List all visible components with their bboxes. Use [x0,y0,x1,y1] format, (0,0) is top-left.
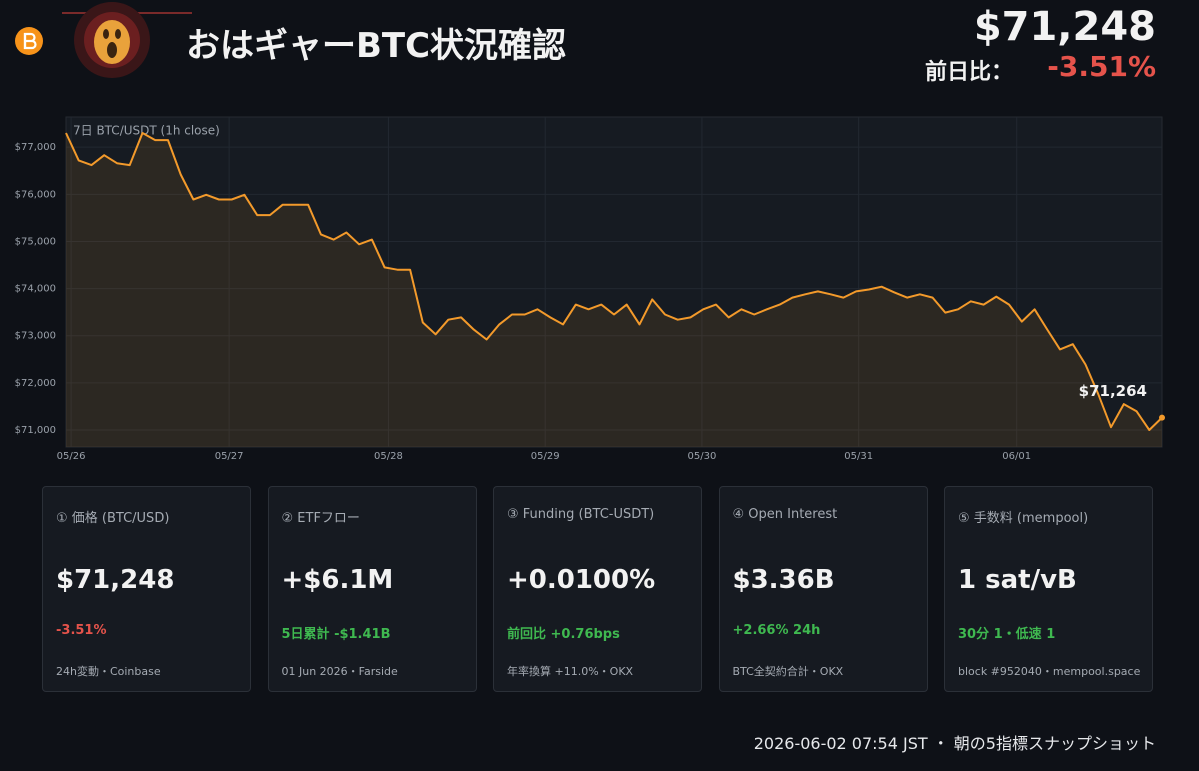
x-tick-label: 05/27 [215,451,244,462]
x-tick-label: 05/30 [688,451,717,462]
area [66,133,1162,447]
card-footer: BTC全契約合計・OKX [732,665,844,678]
bitcoin-icon [15,27,43,55]
card-value: $71,248 [56,565,175,595]
change: -3.51% [1047,50,1156,83]
card-value: 1 sat/vB [958,565,1077,595]
chart-title: 7日 BTC/USDT (1h close) [73,124,220,138]
y-tick-label: $76,000 [15,189,56,200]
card-value: $3.36B [732,565,835,595]
card-value: +$6.1M [281,565,394,595]
y-tick-label: $71,000 [15,425,56,436]
x-tick-label: 06/01 [1002,451,1031,462]
card-label: ⑤ 手数料 (mempool) [958,511,1089,526]
card-sub: 30分 1・低速 1 [958,627,1056,642]
card-sub: 5日累計 -$1.41B [281,627,391,642]
metric-card: ③ Funding (BTC-USDT) +0.0100% 前回比 +0.76bps… [493,486,702,692]
x-tick-label: 05/28 [374,451,403,462]
y-tick-label: $72,000 [15,378,56,389]
metric-card: ⑤ 手数料 (mempool) 1 sat/vB 30分 1・低速 1 block #… [944,486,1153,692]
card-label: ④ Open Interest [732,507,838,522]
x-tick-label: 05/31 [844,451,873,462]
y-tick-label: $74,000 [15,284,56,295]
card-footer: 24h変動・Coinbase [56,665,161,678]
last-point [1159,414,1165,421]
price: $71,248 [973,4,1156,50]
card-footer: 年率換算 +11.0%・OKX [507,665,634,678]
change-label: 前日比： [925,60,1014,85]
plot-area [65,116,1163,448]
last-label: $71,264 [1079,382,1147,400]
card-value: +0.0100% [507,565,656,595]
x-tick-label: 05/29 [531,451,560,462]
card-footer: block #952040・mempool.space [958,665,1141,678]
card-label: ① 価格 (BTC/USD) [56,511,170,526]
metric-card: ① 価格 (BTC/USD) $71,248 -3.51% 24h変動・Coinbas… [42,486,251,692]
y-tick-label: $77,000 [15,142,56,153]
chart: 7日 BTC/USDT (1h close) $71,000 $72,000 $73… [15,116,1165,462]
card-label: ② ETFフロー [281,511,360,526]
metric-card: ④ Open Interest $3.36B +2.66% 24h BTC全契約合計・… [718,486,928,692]
price-line [65,132,1163,431]
page-title: おはギャーBTC状況確認 [186,26,567,66]
card-label: ③ Funding (BTC-USDT) [507,507,655,522]
footer: 2026-06-02 07:54 JST ・ 朝の5指標スナップショット [753,734,1156,753]
metric-card: ② ETFフロー +$6.1M 5日累計 -$1.41B 01 Jun 2026・Fa… [267,486,477,692]
card-sub: 前回比 +0.76bps [507,627,620,642]
mascot-icon [62,2,192,78]
card-sub: +2.66% 24h [732,623,821,638]
y-tick-label: $75,000 [15,236,56,247]
x-tick-label: 05/26 [57,451,86,462]
card-sub: -3.51% [56,623,107,638]
y-tick-label: $73,000 [15,331,56,342]
card-footer: 01 Jun 2026・Farside [281,665,398,678]
